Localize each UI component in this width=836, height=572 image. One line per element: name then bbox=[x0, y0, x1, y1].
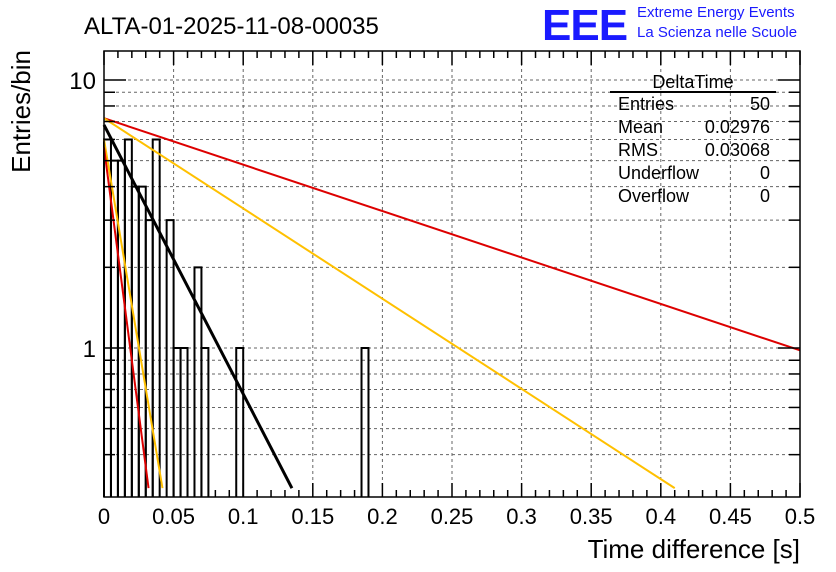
stats-label: Entries bbox=[618, 94, 674, 114]
stats-box: DeltaTime Entries 50 Mean 0.02976 RMS 0.03068… bbox=[610, 72, 776, 206]
x-tick-label: 0.5 bbox=[785, 504, 816, 529]
x-tick-label: 0.25 bbox=[431, 504, 474, 529]
stats-label: RMS bbox=[618, 140, 658, 160]
x-tick-label: 0.2 bbox=[367, 504, 398, 529]
fit-curves bbox=[102, 117, 801, 489]
x-tick-label: 0.15 bbox=[291, 504, 334, 529]
plot-frame bbox=[103, 50, 801, 498]
histogram-bin bbox=[235, 347, 245, 497]
stats-label: Mean bbox=[618, 117, 663, 137]
stats-value: 0.02976 bbox=[705, 117, 770, 137]
stats-value: 0.03068 bbox=[705, 140, 770, 160]
x-tick-label: 0.45 bbox=[709, 504, 752, 529]
x-tick-label: 0.05 bbox=[152, 504, 195, 529]
histogram-bin bbox=[165, 219, 175, 497]
y-tick-label: 1 bbox=[83, 336, 96, 363]
logo-line-2: La Scienza nelle Scuole bbox=[637, 24, 797, 41]
histogram-bin bbox=[172, 347, 182, 497]
x-tick-label: 0.3 bbox=[506, 504, 537, 529]
histogram-bin bbox=[151, 138, 161, 497]
histogram-bin bbox=[179, 347, 189, 497]
histogram-bin bbox=[144, 219, 154, 497]
stats-value: 0 bbox=[760, 186, 770, 206]
stats-title: DeltaTime bbox=[652, 72, 733, 92]
curve-upper-slow bbox=[103, 117, 801, 352]
stats-value: 0 bbox=[760, 163, 770, 183]
stats-label: Underflow bbox=[618, 163, 700, 183]
y-tick-label: 10 bbox=[69, 68, 96, 95]
stats-value: 50 bbox=[750, 94, 770, 114]
x-tick-label: 0.1 bbox=[228, 504, 259, 529]
histogram-bin bbox=[360, 347, 370, 497]
curve-inner-slow bbox=[103, 117, 676, 489]
stats-label: Overflow bbox=[618, 186, 690, 206]
histogram-bin bbox=[116, 159, 126, 497]
histogram-bin bbox=[200, 347, 210, 497]
y-axis-label: Entries/bin bbox=[6, 50, 36, 173]
chart-title: ALTA-01-2025-11-08-00035 bbox=[84, 13, 379, 40]
curve-fit bbox=[102, 124, 294, 489]
curve-upper-fast bbox=[103, 147, 150, 489]
x-tick-label: 0.35 bbox=[570, 504, 613, 529]
x-tick-label: 0.4 bbox=[646, 504, 677, 529]
histogram-bin bbox=[137, 185, 147, 497]
curve-inner-fast bbox=[103, 139, 164, 489]
logo-line-1: Extreme Energy Events bbox=[637, 4, 795, 21]
x-tick-label: 0 bbox=[98, 504, 110, 529]
eee-logo: EEE bbox=[542, 1, 627, 50]
x-axis-label: Time difference [s] bbox=[588, 534, 800, 564]
